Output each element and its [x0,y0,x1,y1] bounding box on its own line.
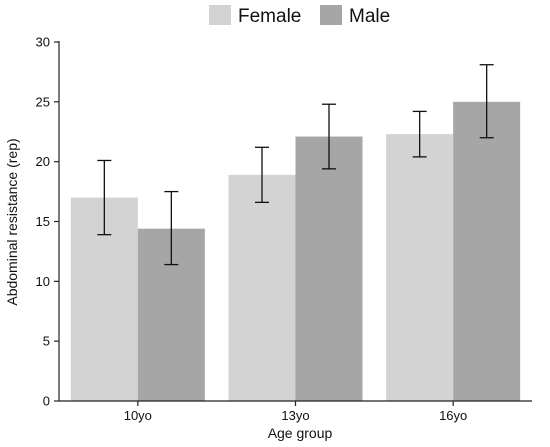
x-tick-label: 16yo [439,408,467,423]
error-bar-female-16yo [412,110,427,158]
legend-label: Female [238,6,301,27]
axes: 0 5 10 15 20 25 30 10yo 13yo 16yo [36,35,532,423]
y-tick-label: 0 [43,394,50,409]
legend: Female Male [209,5,390,27]
bar-male-16yo [453,101,521,401]
error-bar-male-16yo [479,64,494,139]
error-bar-female-13yo [255,146,269,204]
legend-label: Male [349,6,390,27]
bar-female-16yo [386,134,454,402]
y-tick-label: 10 [36,274,50,289]
x-axis-label: Age group [268,425,333,441]
error-bar-female-10yo [97,159,112,236]
legend-item-female: Female [209,5,301,27]
y-axis-label: Abdominal resistance (rep) [4,138,20,305]
error-bar-male-10yo [164,190,179,266]
legend-item-male: Male [320,5,390,27]
legend-swatch [209,5,231,25]
bar-male-13yo [295,136,363,401]
x-tick-label: 13yo [281,408,309,423]
bar-female-13yo [228,174,296,401]
y-tick-label: 20 [36,154,50,169]
y-tick-label: 30 [36,35,50,50]
bars-layer [70,101,521,402]
legend-swatch [320,5,342,25]
y-tick-label: 5 [43,334,50,349]
x-tick-label: 10yo [124,408,152,423]
error-bar-male-13yo [322,103,336,170]
y-tick-label: 25 [36,94,50,109]
y-tick-label: 15 [36,214,50,229]
error-bars-layer [97,64,494,266]
